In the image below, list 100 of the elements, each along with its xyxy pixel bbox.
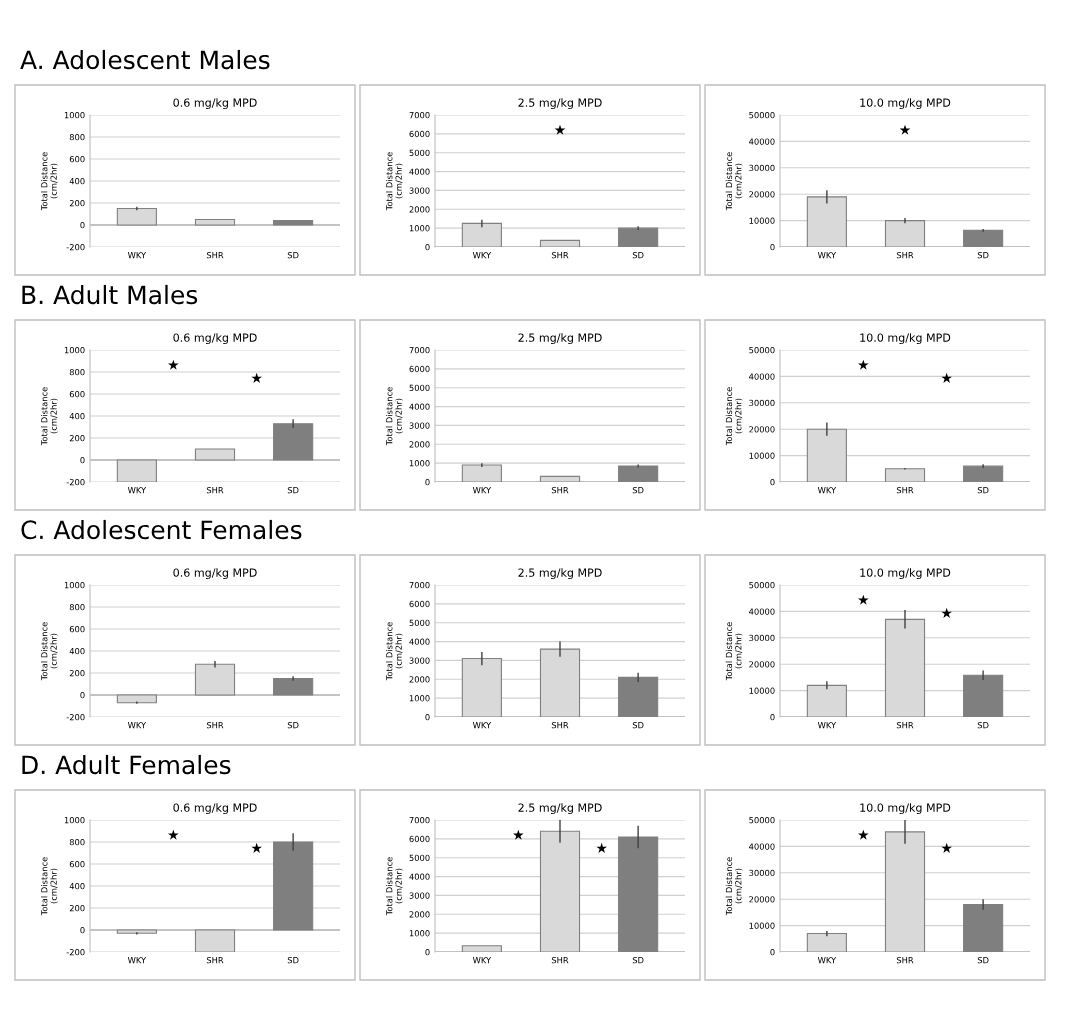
y-tick-label: 0 (425, 478, 430, 486)
y-tick-label: 1000 (409, 930, 430, 937)
y-axis-title: Total Distance (cm/2hr) (40, 387, 58, 446)
y-axis-title: Total Distance (cm/2hr) (40, 622, 58, 681)
chart-subtitle: C. Adolescent Females (21, 519, 302, 540)
x-tick-label: WKY (127, 722, 147, 729)
x-tick-label: SD (287, 252, 299, 259)
y-tick-label: 6000 (409, 365, 430, 373)
x-tick-label: SHR (896, 957, 914, 964)
annotation: ★ (251, 842, 262, 853)
annotation: ★ (941, 372, 952, 383)
x-tick-label: WKY (817, 722, 837, 729)
y-axis-title: Total Distance (cm/2hr) (385, 857, 403, 916)
y-tick-label: 400 (69, 412, 85, 420)
y-tick-label: 7000 (409, 581, 430, 589)
y-tick-label: 20000 (749, 661, 775, 668)
bar (618, 836, 659, 952)
y-tick-label: -200 (66, 713, 85, 721)
chart-title: 2.5 mg/kg MPD (518, 98, 602, 109)
x-tick-label: WKY (472, 487, 492, 494)
y-axis-title: Total Distance (cm/2hr) (725, 152, 743, 211)
chart-subtitle: A. Adolescent Males (20, 49, 270, 70)
x-tick-label: SD (287, 487, 299, 494)
annotation: ★ (168, 829, 179, 840)
x-tick-label: WKY (817, 957, 837, 964)
y-tick-label: 600 (69, 625, 85, 633)
bar (273, 677, 314, 696)
chart-title: 0.6 mg/kg MPD (173, 333, 257, 344)
y-tick-label: 1000 (64, 581, 85, 589)
bar (116, 207, 157, 226)
chart-title: 10.0 mg/kg MPD (860, 803, 951, 814)
y-tick-label: 4000 (409, 873, 430, 880)
y-tick-label: 7000 (409, 111, 430, 119)
y-tick-label: 0 (425, 713, 430, 721)
y-axis-title: Total Distance (cm/2hr) (40, 152, 58, 211)
y-tick-label: 4000 (409, 638, 430, 645)
y-tick-label: 0 (425, 948, 430, 956)
y-tick-label: 600 (69, 390, 85, 398)
y-axis-title: Total Distance (cm/2hr) (385, 387, 403, 446)
y-tick-label: 0 (80, 221, 85, 229)
x-tick-label: SHR (896, 722, 914, 729)
y-tick-label: 20000 (749, 191, 775, 198)
x-tick-label: SD (632, 487, 644, 494)
y-tick-label: 0 (80, 926, 85, 934)
y-tick-label: 1000 (409, 695, 430, 702)
y-tick-label: 1000 (64, 111, 85, 119)
y-tick-label: 10000 (749, 217, 775, 224)
x-tick-label: WKY (817, 252, 837, 259)
y-tick-label: 30000 (749, 399, 775, 407)
y-tick-label: 4000 (409, 403, 430, 410)
chart-subtitle: D. Adult Females (22, 754, 231, 775)
y-axis-title: Total Distance (cm/2hr) (725, 622, 743, 681)
y-tick-label: 40000 (749, 608, 775, 615)
y-tick-label: 3000 (409, 657, 430, 664)
annotation: ★ (168, 359, 179, 370)
annotation: ★ (513, 829, 524, 840)
y-tick-label: 800 (69, 603, 85, 611)
y-tick-label: -200 (66, 243, 85, 251)
y-tick-label: 600 (69, 860, 85, 868)
y-tick-label: 200 (69, 669, 85, 677)
y-tick-label: 0 (770, 713, 775, 721)
x-tick-label: WKY (127, 252, 147, 259)
bar (116, 694, 157, 704)
y-tick-label: 800 (69, 133, 85, 141)
bar (618, 465, 659, 482)
y-tick-label: 3000 (409, 422, 430, 429)
x-tick-label: WKY (127, 487, 147, 494)
y-tick-label: 0 (770, 243, 775, 251)
x-tick-label: WKY (127, 957, 147, 964)
x-tick-label: SHR (896, 252, 914, 259)
y-axis-title: Total Distance (cm/2hr) (725, 857, 743, 916)
y-tick-label: 50000 (749, 581, 775, 589)
bar (963, 465, 1004, 482)
bar (884, 468, 926, 482)
y-tick-label: 400 (69, 647, 85, 655)
chart-title: 0.6 mg/kg MPD (173, 568, 257, 579)
x-tick-label: SD (977, 722, 989, 729)
annotation: ★ (941, 607, 952, 618)
x-tick-label: SD (632, 252, 644, 259)
y-tick-label: 600 (69, 155, 85, 163)
y-tick-label: 4000 (409, 168, 430, 175)
y-tick-label: 20000 (749, 426, 775, 433)
bar (461, 945, 502, 952)
y-tick-label: 7000 (409, 346, 430, 354)
annotation: ★ (554, 124, 566, 135)
y-tick-label: 6000 (409, 600, 430, 608)
annotation: ★ (596, 842, 607, 853)
x-tick-label: SHR (551, 957, 569, 964)
y-axis-title: Total Distance (cm/2hr) (385, 622, 403, 681)
x-tick-label: SD (287, 957, 299, 964)
y-tick-label: 1000 (409, 460, 430, 467)
y-tick-label: 20000 (749, 896, 775, 903)
bar (539, 239, 581, 247)
y-tick-label: 0 (425, 243, 430, 251)
bar (618, 227, 659, 247)
y-tick-label: 2000 (409, 676, 430, 683)
y-tick-label: -200 (66, 948, 85, 956)
y-tick-label: 200 (69, 904, 85, 912)
x-tick-label: SHR (206, 957, 224, 964)
chart-title: 10.0 mg/kg MPD (860, 98, 951, 109)
